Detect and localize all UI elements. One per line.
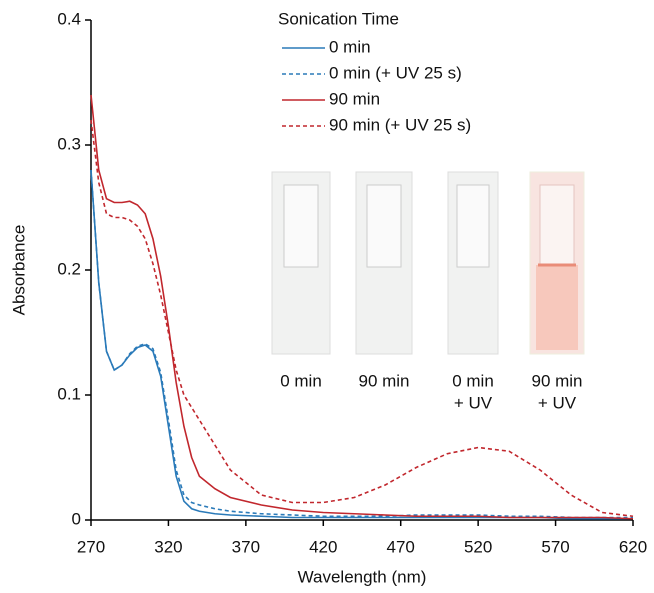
legend-label: 90 min (329, 89, 380, 108)
inset-label: 0 min (280, 371, 322, 390)
inset-label: 90 min (531, 371, 582, 390)
y-axis-label: Absorbance (9, 225, 28, 316)
y-tick-label: 0.2 (57, 259, 81, 278)
y-tick-label: 0.1 (57, 384, 81, 403)
x-tick-label: 370 (232, 537, 260, 556)
x-tick-label: 320 (154, 537, 182, 556)
series-line (90, 169, 633, 519)
series-line (90, 169, 633, 520)
x-tick-label: 420 (309, 537, 337, 556)
y-tick-label: 0.4 (57, 9, 81, 28)
x-tick-label: 570 (541, 537, 569, 556)
inset-label: 0 min (452, 371, 494, 390)
legend-label: 0 min (+ UV 25 s) (329, 63, 462, 82)
legend-label: 90 min (+ UV 25 s) (329, 115, 471, 134)
series-line (90, 94, 634, 520)
x-tick-label: 620 (619, 537, 647, 556)
x-tick-label: 470 (387, 537, 415, 556)
cuvettes (271, 171, 585, 355)
inset-label: + UV (454, 393, 493, 412)
legend-title: Sonication Time (278, 9, 399, 28)
y-tick-label: 0.3 (57, 134, 81, 153)
series-line (90, 119, 634, 518)
x-tick-label: 520 (464, 537, 492, 556)
x-axis-label: Wavelength (nm) (298, 567, 427, 586)
inset-label: + UV (538, 393, 577, 412)
legend-label: 0 min (329, 37, 371, 56)
inset-label: 90 min (358, 371, 409, 390)
x-tick-label: 270 (77, 537, 105, 556)
y-tick-label: 0 (72, 509, 81, 528)
